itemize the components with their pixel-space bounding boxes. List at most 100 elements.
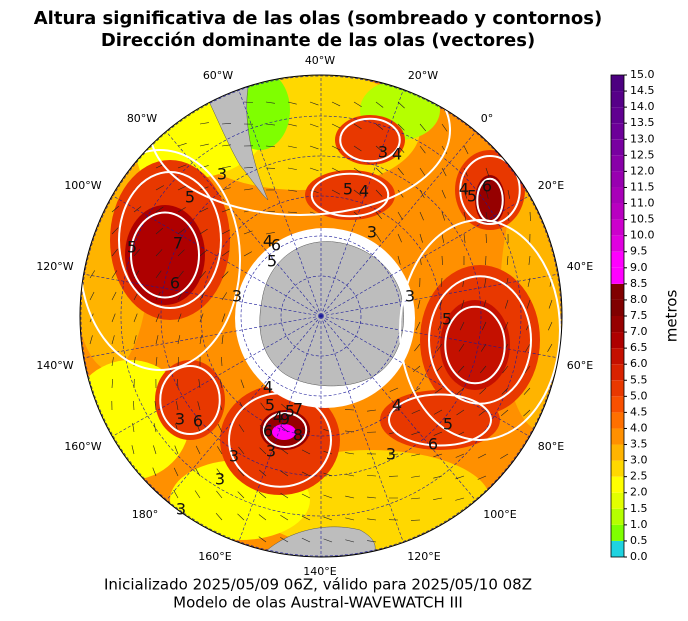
colorbar-segment (611, 316, 624, 333)
wave-vector (153, 423, 157, 433)
wave-vector (177, 335, 181, 345)
wave-vector (287, 145, 297, 149)
map-area (80, 75, 562, 557)
wave-vector (459, 321, 465, 331)
wave-vector (194, 490, 201, 499)
wave-vector (199, 207, 209, 213)
wave-vector (528, 255, 531, 265)
wave-vector (154, 401, 157, 411)
wave-vector (455, 475, 465, 480)
wave-vector (455, 453, 465, 458)
wave-vector (419, 211, 424, 221)
wave-vector (463, 189, 468, 199)
wave-vector (411, 409, 421, 414)
title-line: Dirección dominante de las olas (vectore… (101, 30, 535, 51)
colorbar-tick-label: 5.0 (630, 389, 648, 402)
wave-vector (439, 299, 443, 309)
wave-vector (221, 166, 231, 169)
wave-vector (419, 145, 426, 154)
wave-vector (153, 445, 157, 455)
wave-height-region (125, 205, 205, 305)
wave-vector (240, 379, 245, 389)
meridian-line (320, 315, 407, 552)
wave-vector (259, 447, 267, 455)
contour-label: 5 (265, 396, 275, 415)
contour-label: 3 (232, 287, 242, 306)
wave-vector (483, 299, 487, 309)
colorbar-segment (611, 364, 624, 381)
wave-vector (331, 167, 341, 173)
colorbar-tick-label: 1.0 (630, 518, 648, 531)
longitude-label: 100°W (64, 179, 101, 192)
wave-vector (331, 145, 341, 151)
wave-vector (345, 430, 355, 433)
colorbar-tick-label: 0.5 (630, 534, 648, 547)
contour-label: 3 (176, 500, 186, 519)
meridian-line (320, 315, 482, 508)
wave-vector (287, 123, 297, 127)
contour-label: 5 (443, 415, 453, 434)
wave-vector (280, 537, 289, 543)
wave-vector (415, 321, 421, 331)
antarctica (259, 241, 404, 387)
wave-vector (441, 145, 447, 154)
colorbar-tick-label: 7.5 (630, 309, 648, 322)
wave-vector (216, 468, 223, 477)
wave-vector (216, 490, 223, 499)
meridian-line (160, 315, 322, 508)
wave-vector (323, 538, 333, 543)
wave-vector (477, 453, 487, 459)
wave-vector (280, 448, 289, 455)
contour-line (310, 172, 390, 218)
wave-vector (155, 249, 163, 257)
wave-vector (523, 409, 531, 417)
wave-vector (173, 467, 179, 477)
longitude-label: 120°W (36, 260, 73, 273)
wave-vector (219, 379, 223, 389)
colorbar-tick-label: 15.0 (630, 68, 655, 81)
contour-label: 5 (467, 187, 477, 206)
contour-line (262, 412, 308, 448)
wave-vector (133, 400, 135, 411)
contour-line (228, 392, 332, 488)
wave-vector (111, 291, 117, 301)
contour-label: 5 (285, 402, 295, 421)
colorbar-segment (611, 123, 624, 140)
wave-vector (133, 206, 142, 213)
wave-vector (258, 536, 267, 543)
wave-vector (433, 453, 443, 458)
wave-vector (89, 291, 95, 301)
wave-vector (177, 249, 185, 257)
meridian-line (104, 190, 322, 317)
wave-vector (199, 228, 208, 235)
colorbar-tick-label: 10.5 (630, 213, 655, 226)
wave-vector (177, 270, 184, 279)
wave-vector (221, 292, 228, 301)
wave-vector (481, 321, 487, 331)
wave-vector (221, 250, 230, 257)
wave-vector (173, 489, 179, 499)
wave-vector (525, 343, 531, 352)
wave-vector (419, 123, 426, 132)
wave-vector (243, 230, 253, 235)
wave-vector (265, 145, 275, 148)
wave-vector (198, 379, 201, 389)
wave-vector (375, 167, 383, 175)
colorbar-tick-label: 3.5 (630, 438, 648, 451)
colorbar-segment (611, 235, 624, 252)
wave-vector (458, 343, 465, 352)
contour-label: 6 (482, 177, 492, 196)
colorbar-segment (611, 412, 624, 429)
wave-vector (484, 277, 487, 287)
wave-vector (89, 270, 96, 279)
colorbar-segment (611, 283, 624, 300)
wave-vector (457, 365, 465, 373)
wave-vector (111, 379, 113, 389)
longitude-label: 100°E (483, 508, 516, 521)
wave-vector (177, 378, 179, 389)
meridian-line (235, 315, 322, 552)
colorbar-segment (611, 299, 624, 316)
wave-vector (287, 211, 297, 214)
colorbar-tick-label: 7.0 (630, 325, 648, 338)
colorbar-segment (611, 267, 624, 284)
